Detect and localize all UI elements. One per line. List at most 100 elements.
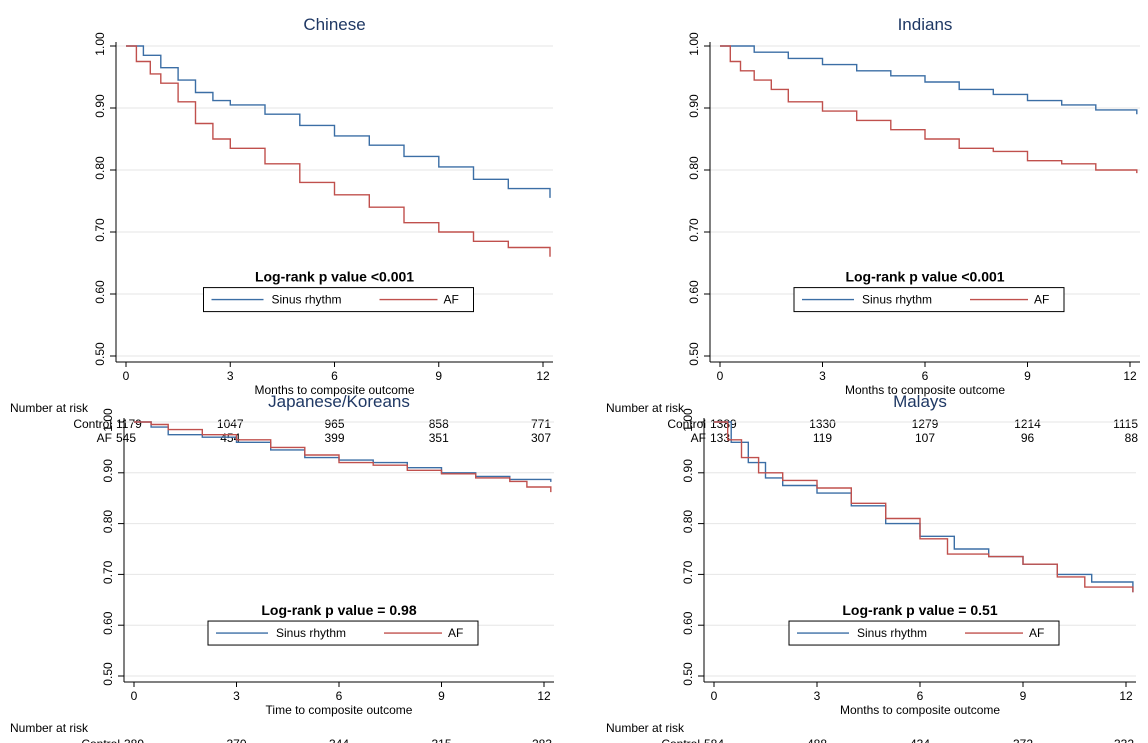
y-tick-label: 0.60: [681, 611, 695, 635]
x-tick-label: 9: [1024, 369, 1031, 383]
x-tick-label: 0: [131, 689, 138, 703]
legend-label: Sinus rhythm: [862, 293, 932, 307]
logrank-annotation: Log-rank p value <0.001: [845, 269, 1004, 285]
risk-value: 351: [429, 431, 449, 445]
risk-row-group: AF: [691, 431, 706, 445]
y-tick-label: 0.90: [681, 459, 695, 483]
x-tick-label: 3: [819, 369, 826, 383]
legend-label: AF: [448, 626, 463, 640]
risk-value: 372: [1013, 737, 1033, 743]
y-tick-label: 1.00: [687, 32, 701, 56]
y-tick-label: 0.80: [681, 510, 695, 534]
risk-row-group: Control: [81, 737, 120, 743]
legend-label: Sinus rhythm: [857, 626, 927, 640]
risk-row-group: Control: [73, 417, 112, 431]
chart-title: Indians: [898, 15, 953, 34]
risk-value: 88: [1125, 431, 1139, 445]
risk-value: 96: [1021, 431, 1035, 445]
series-line-sinus-rhythm: [714, 421, 1134, 593]
series-line-af: [134, 421, 552, 493]
x-tick-label: 0: [711, 689, 718, 703]
x-axis-label: Months to composite outcome: [845, 383, 1005, 397]
risk-value: 133: [710, 431, 730, 445]
y-tick-label: 0.60: [101, 611, 115, 635]
y-tick-label: 1.00: [93, 32, 107, 56]
y-tick-label: 0.70: [93, 218, 107, 242]
legend-label: Sinus rhythm: [276, 626, 346, 640]
chart-panel-2: Indians 0.50 0.60 0.70 0.80 0.90 1.00 0 3 6 9 12 Mon…: [606, 15, 1140, 445]
chart-title: Japanese/Koreans: [268, 392, 410, 411]
risk-value: 584: [704, 737, 724, 743]
series-line-af: [714, 421, 1134, 593]
x-tick-label: 0: [123, 369, 130, 383]
chart-panel-3: Japanese/Koreans 0.50 0.60 0.70 0.80 0.90 1.00…: [10, 392, 554, 743]
x-axis-label: Time to composite outcome: [266, 703, 413, 717]
chart-panel-1: Chinese 0.50 0.60 0.70 0.80 0.90 1.00 0 3 6 9 12 Mon…: [10, 15, 553, 445]
y-tick-label: 0.80: [93, 156, 107, 180]
risk-table-label: Number at risk: [10, 721, 89, 735]
risk-value: 307: [531, 431, 551, 445]
x-tick-label: 12: [1119, 689, 1133, 703]
risk-value: 283: [532, 737, 552, 743]
x-tick-label: 12: [537, 689, 551, 703]
risk-value: 771: [531, 417, 551, 431]
risk-value: 1179: [116, 417, 142, 431]
risk-value: 119: [813, 431, 832, 445]
risk-table-label: Number at risk: [606, 721, 685, 735]
y-tick-label: 0.90: [93, 94, 107, 118]
risk-value: 370: [226, 737, 246, 743]
y-tick-label: 0.50: [101, 662, 115, 686]
y-tick-label: 0.80: [687, 156, 701, 180]
risk-table-label: Number at risk: [606, 401, 685, 415]
y-tick-label: 0.50: [93, 342, 107, 366]
risk-value: 434: [910, 737, 930, 743]
legend-label: AF: [444, 293, 459, 307]
y-tick-label: 0.70: [101, 560, 115, 584]
risk-value: 107: [915, 431, 935, 445]
x-tick-label: 6: [917, 689, 924, 703]
risk-value: 315: [431, 737, 451, 743]
x-tick-label: 9: [1020, 689, 1027, 703]
x-tick-label: 9: [435, 369, 442, 383]
y-tick-label: 1.00: [101, 408, 115, 432]
series-line-sinus-rhythm: [720, 45, 1138, 115]
risk-row-group: AF: [97, 431, 112, 445]
risk-value: 488: [807, 737, 827, 743]
risk-table-label: Number at risk: [10, 401, 89, 415]
y-tick-label: 0.50: [687, 342, 701, 366]
risk-value: 1330: [809, 417, 836, 431]
risk-value: 1214: [1014, 417, 1041, 431]
x-tick-label: 6: [331, 369, 338, 383]
x-tick-label: 3: [227, 369, 234, 383]
risk-value: 1279: [912, 417, 939, 431]
risk-value: 344: [329, 737, 349, 743]
legend-label: AF: [1029, 626, 1044, 640]
x-tick-label: 9: [438, 689, 445, 703]
legend-label: AF: [1034, 293, 1049, 307]
y-tick-label: 0.90: [687, 94, 701, 118]
risk-value: 399: [324, 431, 344, 445]
x-tick-label: 6: [922, 369, 929, 383]
risk-value: 545: [116, 431, 136, 445]
logrank-annotation: Log-rank p value = 0.98: [261, 602, 416, 618]
risk-value: 1389: [710, 417, 737, 431]
chart-title: Chinese: [303, 15, 365, 34]
series-line-sinus-rhythm: [126, 45, 551, 198]
risk-value: 965: [324, 417, 344, 431]
logrank-annotation: Log-rank p value = 0.51: [842, 602, 997, 618]
y-tick-label: 0.70: [681, 560, 695, 584]
y-tick-label: 0.60: [93, 280, 107, 304]
logrank-annotation: Log-rank p value <0.001: [255, 269, 414, 285]
risk-value: 1047: [217, 417, 244, 431]
risk-value: 389: [124, 737, 144, 743]
series-line-af: [126, 45, 551, 257]
risk-row-group: Control: [667, 417, 706, 431]
chart-panel-4: Malays 0.50 0.60 0.70 0.80 0.90 1.00 0 3 6 9 12 Mont…: [606, 392, 1136, 743]
x-axis-label: Months to composite outcome: [840, 703, 1000, 717]
risk-row-group: Control: [661, 737, 700, 743]
risk-value: 858: [429, 417, 449, 431]
x-tick-label: 3: [233, 689, 240, 703]
legend-label: Sinus rhythm: [272, 293, 342, 307]
x-tick-label: 12: [1123, 369, 1137, 383]
